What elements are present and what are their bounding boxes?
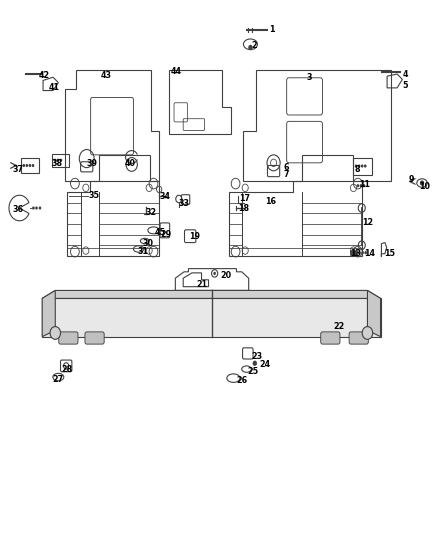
Text: 32: 32 <box>146 208 157 217</box>
Circle shape <box>364 165 367 167</box>
Text: 44: 44 <box>171 68 182 76</box>
Circle shape <box>28 164 31 167</box>
Text: 14: 14 <box>364 249 375 259</box>
Circle shape <box>361 251 364 254</box>
Text: 41: 41 <box>49 83 60 92</box>
Text: 25: 25 <box>248 367 259 376</box>
Text: 9: 9 <box>409 175 414 184</box>
Circle shape <box>50 327 60 340</box>
Text: 24: 24 <box>259 360 270 369</box>
Text: 30: 30 <box>143 239 154 248</box>
Circle shape <box>362 327 373 340</box>
Circle shape <box>60 159 62 162</box>
Circle shape <box>53 159 56 162</box>
Text: 13: 13 <box>350 249 361 259</box>
Text: 43: 43 <box>100 70 111 79</box>
Circle shape <box>39 206 41 209</box>
Circle shape <box>364 251 367 254</box>
Polygon shape <box>42 290 381 298</box>
Text: 33: 33 <box>179 199 190 208</box>
FancyBboxPatch shape <box>349 332 368 344</box>
Polygon shape <box>367 290 381 337</box>
Text: 36: 36 <box>13 205 24 214</box>
Circle shape <box>363 184 365 187</box>
Text: 22: 22 <box>333 321 345 330</box>
Text: 2: 2 <box>252 42 258 51</box>
Text: 40: 40 <box>125 159 136 168</box>
Circle shape <box>35 206 38 209</box>
Text: 7: 7 <box>284 170 289 179</box>
Text: 20: 20 <box>220 271 231 280</box>
FancyBboxPatch shape <box>85 332 104 344</box>
Circle shape <box>358 165 360 167</box>
Text: 16: 16 <box>265 197 276 206</box>
Text: 28: 28 <box>62 365 73 374</box>
Text: 29: 29 <box>160 230 172 239</box>
Circle shape <box>360 184 362 187</box>
Text: 26: 26 <box>237 376 247 385</box>
Circle shape <box>361 165 364 167</box>
Text: 18: 18 <box>238 204 249 213</box>
Text: 3: 3 <box>306 73 312 82</box>
Text: 8: 8 <box>354 165 360 174</box>
Text: 39: 39 <box>86 159 97 168</box>
Circle shape <box>213 272 216 275</box>
Text: 6: 6 <box>284 163 289 172</box>
Circle shape <box>25 164 28 167</box>
Text: 17: 17 <box>239 195 250 204</box>
Circle shape <box>355 165 357 167</box>
Circle shape <box>57 159 59 162</box>
Text: 23: 23 <box>252 352 263 361</box>
Text: 38: 38 <box>52 159 63 168</box>
Circle shape <box>32 164 34 167</box>
Circle shape <box>253 361 257 366</box>
FancyBboxPatch shape <box>321 332 340 344</box>
Text: 27: 27 <box>52 375 64 384</box>
Text: 31: 31 <box>138 247 148 256</box>
Circle shape <box>420 180 424 185</box>
Polygon shape <box>42 290 55 337</box>
Text: 4: 4 <box>403 70 408 78</box>
Text: 35: 35 <box>88 191 99 200</box>
Text: 1: 1 <box>269 26 275 35</box>
Circle shape <box>248 45 253 50</box>
Circle shape <box>22 164 25 167</box>
Text: 42: 42 <box>38 70 49 79</box>
Text: 12: 12 <box>362 218 373 227</box>
Text: 5: 5 <box>403 81 408 90</box>
Text: 45: 45 <box>154 228 166 237</box>
Polygon shape <box>42 298 381 337</box>
Text: 10: 10 <box>419 182 430 191</box>
FancyBboxPatch shape <box>59 332 78 344</box>
Circle shape <box>357 184 359 187</box>
Circle shape <box>358 251 361 254</box>
Text: 34: 34 <box>159 192 170 201</box>
FancyBboxPatch shape <box>350 250 357 255</box>
Text: 15: 15 <box>384 249 395 259</box>
Text: 37: 37 <box>12 165 24 174</box>
Text: 21: 21 <box>196 280 208 289</box>
Text: 11: 11 <box>359 180 370 189</box>
Text: 19: 19 <box>189 232 200 241</box>
Circle shape <box>32 206 35 209</box>
